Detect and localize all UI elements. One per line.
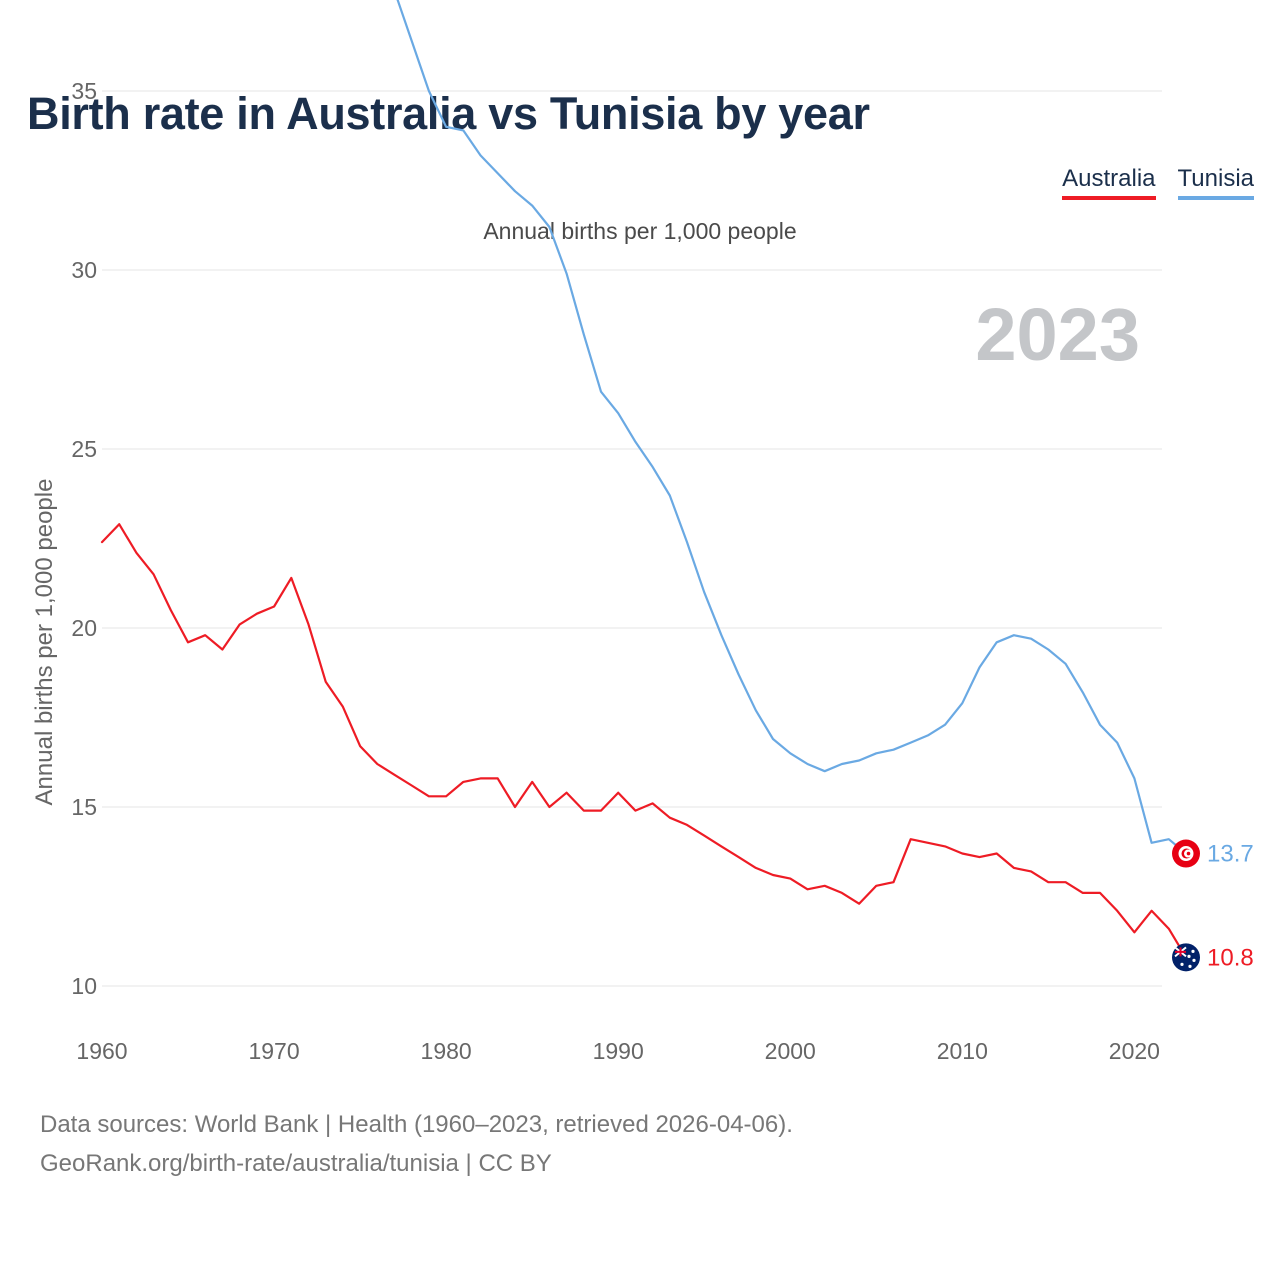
x-tick-label: 2000 bbox=[765, 1038, 816, 1064]
end-value-label-australia: 10.8 bbox=[1207, 944, 1254, 971]
x-tick-label: 1980 bbox=[421, 1038, 472, 1064]
source-line-1: Data sources: World Bank | Health (1960–… bbox=[40, 1111, 793, 1138]
flag-australia-icon bbox=[1172, 943, 1200, 972]
legend: Australia Tunisia bbox=[1062, 165, 1254, 200]
legend-item-australia[interactable]: Australia bbox=[1062, 165, 1156, 200]
chart-title: Birth rate in Australia vs Tunisia by ye… bbox=[27, 88, 870, 139]
source-line-2[interactable]: GeoRank.org/birth-rate/australia/tunisia… bbox=[40, 1150, 552, 1177]
y-tick-label: 30 bbox=[71, 257, 97, 283]
x-tick-label: 1960 bbox=[76, 1038, 127, 1064]
y-tick-label: 20 bbox=[71, 615, 97, 641]
x-tick-label: 1990 bbox=[593, 1038, 644, 1064]
series-line-tunisia[interactable] bbox=[102, 0, 1188, 855]
y-axis-label: Annual births per 1,000 people bbox=[31, 479, 58, 806]
end-value-label-tunisia: 13.7 bbox=[1207, 841, 1254, 868]
y-tick-label: 15 bbox=[71, 794, 97, 820]
data-source: Data sources: World Bank | Health (1960–… bbox=[40, 1105, 793, 1183]
y-tick-label: 35 bbox=[71, 78, 97, 104]
legend-item-tunisia[interactable]: Tunisia bbox=[1177, 165, 1254, 200]
x-tick-label: 1970 bbox=[248, 1038, 299, 1064]
chart-subtitle: Annual births per 1,000 people bbox=[483, 218, 797, 244]
flag-tunisia-icon bbox=[1172, 839, 1200, 868]
y-tick-label: 25 bbox=[71, 436, 97, 462]
y-tick-label: 10 bbox=[71, 973, 97, 999]
x-tick-label: 2020 bbox=[1109, 1038, 1160, 1064]
year-watermark: 2023 bbox=[975, 293, 1140, 376]
x-tick-label: 2010 bbox=[937, 1038, 988, 1064]
series-line-australia[interactable] bbox=[100, 523, 1188, 959]
